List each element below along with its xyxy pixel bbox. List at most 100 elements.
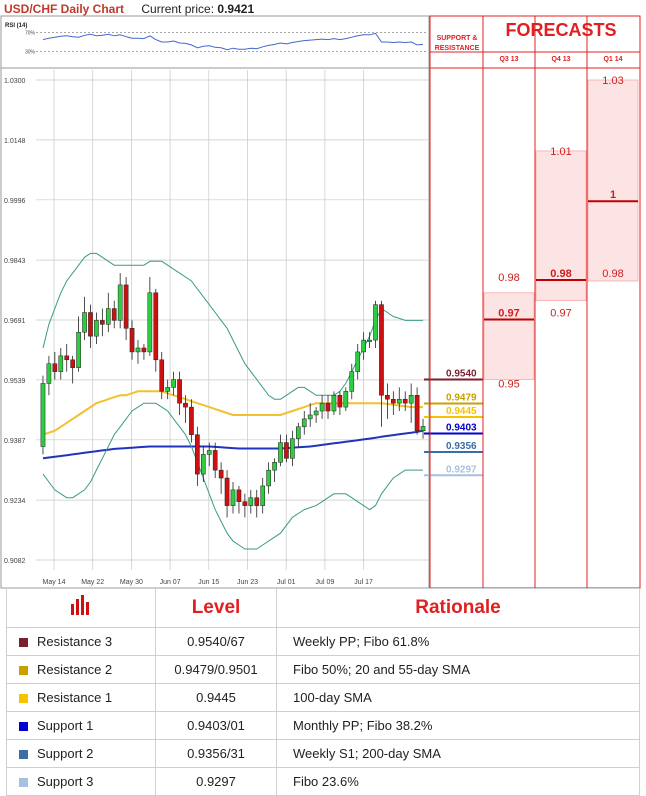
level-header: Level xyxy=(155,588,277,628)
candle-body xyxy=(391,398,396,404)
level-rationale: Monthly PP; Fibo 38.2% xyxy=(276,711,640,740)
candle-body xyxy=(88,312,93,337)
candle-body xyxy=(420,426,426,431)
candle-body xyxy=(278,442,283,463)
series-line xyxy=(42,429,424,460)
x-tick-label: Jul 17 xyxy=(354,579,373,586)
candle-body xyxy=(248,497,254,506)
forecast-range xyxy=(535,150,587,302)
table-row: Support 2 0.9356/31 Weekly S1; 200-day S… xyxy=(6,739,640,768)
level-name: Resistance 1 xyxy=(37,690,113,705)
candle-body xyxy=(266,469,271,487)
level-value: 0.9297 xyxy=(155,767,277,796)
candle-body xyxy=(206,450,212,455)
swatch xyxy=(19,694,28,704)
level-rationale: Weekly PP; Fibo 61.8% xyxy=(276,627,640,656)
forecast-value: 0.95 xyxy=(498,378,519,390)
candle-body xyxy=(254,497,260,506)
price-chart: RSI (14)70% 30% 0.9082 0.9234 0.9387 0.9539 0.… xyxy=(0,15,641,589)
candle-body xyxy=(76,331,81,368)
candle-body xyxy=(349,371,355,392)
current-price-label: Current price: xyxy=(141,2,215,16)
candle-body xyxy=(284,442,289,459)
rsi-panel-frame xyxy=(0,15,430,69)
candle-body xyxy=(58,355,64,372)
candle-body xyxy=(325,402,331,412)
candle-body xyxy=(218,469,224,479)
table-row: Support 3 0.9297 Fibo 23.6% xyxy=(6,767,640,796)
rationale-header: Rationale xyxy=(276,588,640,628)
level-value-label: 0.9479 xyxy=(446,393,477,404)
candle-body xyxy=(111,308,117,321)
x-tick-label: Jul 01 xyxy=(277,579,296,586)
swatch xyxy=(19,722,28,732)
level-value-label: 0.9445 xyxy=(446,406,477,417)
candle-body xyxy=(177,379,182,404)
swatch xyxy=(19,778,28,788)
support-resistance-label: SUPPORT & RESISTANCE xyxy=(434,35,480,52)
forecast-value: 0.97 xyxy=(550,307,571,319)
candle-body xyxy=(272,462,277,471)
chart-frame xyxy=(0,15,430,589)
candle-body xyxy=(46,363,52,384)
level-value: 0.9356/31 xyxy=(155,739,277,768)
candle-body xyxy=(153,292,159,361)
candle-body xyxy=(189,406,194,435)
level-value-label: 0.9356 xyxy=(446,441,477,452)
candle-body xyxy=(373,304,378,341)
forecast-value: 1.03 xyxy=(602,75,623,87)
rsi-line xyxy=(42,32,424,51)
bar-chart-icon xyxy=(71,595,89,615)
x-tick-label: Jun 07 xyxy=(160,579,181,586)
candle-body xyxy=(117,284,123,321)
level-name: Support 3 xyxy=(37,774,94,789)
candle-body xyxy=(355,351,361,372)
level-name: Resistance 2 xyxy=(37,662,113,677)
candle-body xyxy=(171,379,176,388)
candle-body xyxy=(367,339,372,342)
level-rationale: 100-day SMA xyxy=(276,683,640,712)
x-tick-label: Jul 09 xyxy=(316,579,335,586)
y-tick-label: 1.0300 xyxy=(4,78,26,85)
candle-body xyxy=(183,402,188,408)
level-value: 0.9479/0.9501 xyxy=(155,655,277,684)
candle-body xyxy=(123,284,129,329)
level-value-label: 0.9403 xyxy=(446,422,477,433)
table-row: Support 1 0.9403/01 Monthly PP; Fibo 38.… xyxy=(6,711,640,740)
forecast-value: 1.01 xyxy=(550,146,571,158)
candle-body xyxy=(313,410,319,416)
current-price-value: 0.9421 xyxy=(217,2,255,16)
swatch xyxy=(19,666,28,676)
levels-table: Level Rationale Resistance 3 0.9540/67 W… xyxy=(6,588,640,796)
forecast-value: 0.97 xyxy=(498,307,519,319)
candle-body xyxy=(385,395,390,400)
candle-body xyxy=(147,292,153,353)
candle-body xyxy=(129,328,135,353)
y-tick-label: 0.9843 xyxy=(4,258,26,265)
bars-icon-cell xyxy=(6,588,156,628)
y-tick-label: 1.0148 xyxy=(4,138,26,145)
y-tick-label: 0.9387 xyxy=(4,438,26,445)
series-line xyxy=(42,402,423,550)
candle-body xyxy=(343,391,349,408)
level-rationale: Weekly S1; 200-day SMA xyxy=(276,739,640,768)
series-line xyxy=(42,252,423,400)
candle-body xyxy=(70,359,75,368)
candle-body xyxy=(379,304,384,396)
rsi-level-label: 70% xyxy=(25,30,36,36)
table-row: Resistance 2 0.9479/0.9501 Fibo 50%; 20 … xyxy=(6,655,640,684)
level-value: 0.9403/01 xyxy=(155,711,277,740)
candle-body xyxy=(141,347,147,353)
level-value-label: 0.9540 xyxy=(446,369,477,380)
candle-body xyxy=(319,402,325,412)
candle-body xyxy=(40,383,46,447)
rsi-level-label: 30% xyxy=(25,50,36,56)
quarter-header: Q1 14 xyxy=(603,56,623,63)
y-tick-label: 0.9691 xyxy=(4,318,26,325)
candle-body xyxy=(331,395,337,412)
forecasts-title: FORECASTS xyxy=(505,20,617,40)
x-tick-label: May 14 xyxy=(43,579,66,586)
candle-body xyxy=(414,395,420,431)
level-name: Support 2 xyxy=(37,746,94,761)
level-rationale: Fibo 50%; 20 and 55-day SMA xyxy=(276,655,640,684)
